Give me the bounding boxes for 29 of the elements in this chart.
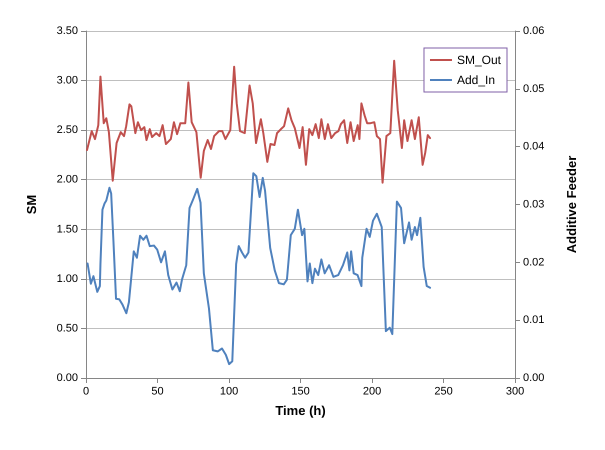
y2-tick-label: 0.03 — [523, 198, 544, 210]
y-tick-label: 2.00 — [56, 174, 78, 186]
y-tick-label: 0.50 — [56, 322, 78, 334]
y-tick-label: 3.00 — [56, 74, 78, 87]
y-tick-label: 2.50 — [56, 124, 78, 136]
line-series — [86, 60, 432, 184]
y2-tick-label: 0.04 — [523, 140, 544, 153]
legend-label: Add_In — [456, 73, 496, 87]
legend-label: SM_Out — [456, 53, 502, 67]
x-tick-label: 100 — [220, 386, 238, 398]
x-tick-label: 200 — [362, 386, 382, 398]
y2-axis-title: Additive Feeder — [564, 156, 579, 254]
x-tick-label: 300 — [506, 386, 524, 398]
line-series — [86, 172, 432, 366]
x-tick-label: 150 — [291, 386, 310, 398]
x-axis-title: Time (h) — [275, 403, 326, 418]
y-tick-label: 1.00 — [56, 272, 78, 285]
y2-tick-label: 0.05 — [523, 82, 544, 95]
y-tick-label: 0.00 — [56, 372, 78, 384]
y2-tick-label: 0.00 — [523, 372, 544, 384]
y-axis-title: SM — [24, 194, 39, 214]
x-tick-label: 250 — [434, 386, 453, 398]
x-tick-label: 50 — [151, 386, 164, 398]
y2-tick-label: 0.01 — [523, 314, 544, 326]
x-tick-label: 0 — [82, 386, 90, 398]
y2-tick-label: 0.06 — [523, 25, 544, 37]
y-tick-label: 1.50 — [56, 223, 78, 236]
y-tick-label: 3.50 — [56, 25, 78, 37]
y2-tick-label: 0.02 — [523, 256, 544, 268]
